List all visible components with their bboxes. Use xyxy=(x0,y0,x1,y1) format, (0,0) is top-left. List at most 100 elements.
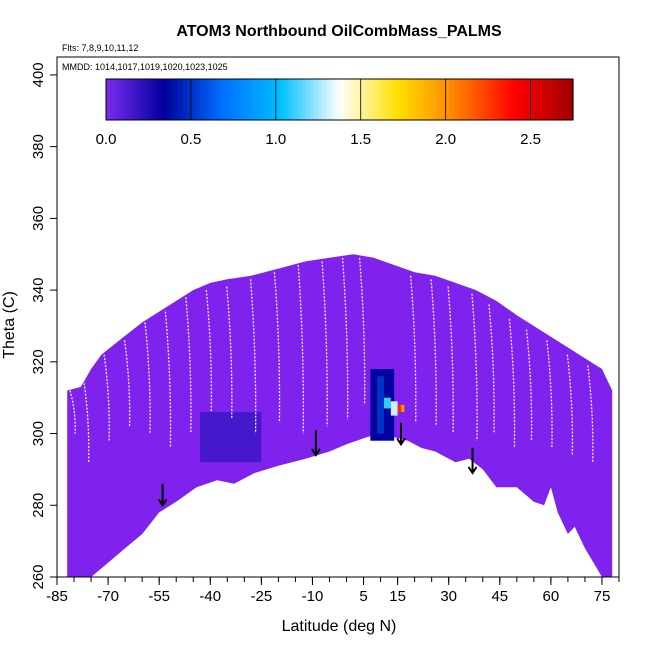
colorbar-segment xyxy=(135,79,141,120)
colorbar-segment xyxy=(335,79,341,120)
colorbar-segment xyxy=(483,79,489,120)
colorbar-segment xyxy=(517,79,523,120)
flight-track xyxy=(430,279,437,427)
y-tick-label: 280 xyxy=(30,493,47,518)
x-tick-label: -10 xyxy=(302,588,324,605)
flight-track xyxy=(447,286,454,434)
colorbar-segment xyxy=(127,79,133,120)
colorbar-segment xyxy=(331,79,336,120)
colorbar-segment xyxy=(496,79,502,120)
colorbar-tick-label: 1.0 xyxy=(265,131,286,148)
colorbar-segment xyxy=(458,79,464,120)
colorbar-segment xyxy=(543,79,549,120)
flight-track xyxy=(144,322,151,434)
colorbar-segment xyxy=(139,79,145,120)
colorbar-segment xyxy=(246,79,251,120)
colorbar-segment xyxy=(114,79,120,120)
colorbar-segment xyxy=(343,79,349,120)
x-tick-label: -55 xyxy=(148,588,170,605)
colorbar-segment xyxy=(407,79,413,120)
colorbar-segment xyxy=(424,79,430,120)
colorbar-segment xyxy=(178,79,184,120)
colorbar-segment xyxy=(449,79,455,120)
colorbar-segment xyxy=(364,79,370,120)
flight-track xyxy=(83,379,90,463)
y-tick-label: 380 xyxy=(30,134,47,159)
colorbar-segment xyxy=(534,79,540,120)
flight-track xyxy=(123,340,131,427)
flight-track xyxy=(249,279,257,434)
data-curtain xyxy=(67,254,613,577)
colorbar-segment xyxy=(122,79,128,120)
colorbar-segment xyxy=(479,79,485,120)
colorbar-segment xyxy=(152,79,158,120)
colorbar-segment xyxy=(530,79,536,120)
flight-track xyxy=(358,257,366,405)
colorbar-segment xyxy=(488,79,493,120)
flight-track xyxy=(321,261,328,427)
colorbar-segment xyxy=(441,79,447,120)
plot-frame xyxy=(56,56,620,578)
colorbar-segment xyxy=(305,79,311,120)
plot-area: 0.0 0.5 1.0 1.5 2.0 2.5 -85 -70 -55 -40 -25 -10 5 15 3… xyxy=(30,56,620,605)
colorbar-segment xyxy=(445,79,451,120)
colorbar-segment xyxy=(411,79,417,120)
colorbar-segment xyxy=(475,79,481,120)
colorbar-segment xyxy=(118,79,124,120)
colorbar-segment xyxy=(568,79,574,120)
colorbar-segment xyxy=(241,79,247,120)
colorbar-segment xyxy=(284,79,290,120)
colorbar-segment xyxy=(156,79,162,120)
x-tick-label: 75 xyxy=(594,588,611,605)
colorbar-segment xyxy=(547,79,553,120)
colorbar-segment xyxy=(190,79,196,120)
colorbar-segment xyxy=(428,79,434,120)
x-tick-label: -40 xyxy=(199,588,221,605)
colorbar-segment xyxy=(471,79,476,120)
colorbar-segment xyxy=(207,79,213,120)
colorbar-segment xyxy=(356,79,362,120)
y-tick-label: 400 xyxy=(30,62,47,87)
colorbar-tick-label: 2.0 xyxy=(435,131,456,148)
flights-label: Flts: 7,8,9,10,11,12 xyxy=(62,43,138,53)
colorbar-segment xyxy=(339,79,345,120)
colorbar-segment xyxy=(326,79,332,120)
x-tick-label: 30 xyxy=(440,588,457,605)
colorbar-segment xyxy=(297,79,302,120)
colorbar-segment xyxy=(394,79,400,120)
colorbar-segment xyxy=(415,79,421,120)
colorbar-segment xyxy=(539,79,544,120)
colorbar-segment xyxy=(271,79,277,120)
y-tick-label: 320 xyxy=(30,349,47,374)
colorbar-segment xyxy=(237,79,243,120)
x-tick-label: 60 xyxy=(543,588,560,605)
colorbar-segment xyxy=(199,79,205,120)
colorbar-segment xyxy=(432,79,438,120)
colorbar-segment xyxy=(500,79,506,120)
colorbar-segment xyxy=(437,79,442,120)
colorbar-segment xyxy=(373,79,379,120)
colorbar-segment xyxy=(492,79,498,120)
colorbar-segment xyxy=(398,79,404,120)
colorbar-segment xyxy=(301,79,307,120)
colorbar-segment xyxy=(403,79,409,120)
y-tick-label: 260 xyxy=(30,564,47,589)
colorbar-segment xyxy=(250,79,256,120)
colorbar-segment xyxy=(462,79,468,120)
flight-track xyxy=(226,286,233,420)
data-cell xyxy=(390,401,398,416)
y-tick-label: 360 xyxy=(30,206,47,231)
colorbar-segment xyxy=(360,79,366,120)
colorbar-segment xyxy=(390,79,396,120)
arrow-head xyxy=(396,437,406,447)
colorbar-segment xyxy=(314,79,319,120)
flight-track xyxy=(488,304,495,434)
colorbar-segment xyxy=(377,79,383,120)
x-tick-label: -85 xyxy=(46,588,68,605)
colorbar-segment xyxy=(369,79,375,120)
colorbar-segment xyxy=(505,79,510,120)
colorbar-segment xyxy=(551,79,557,120)
flight-track xyxy=(69,390,76,434)
data-cell xyxy=(377,376,384,434)
